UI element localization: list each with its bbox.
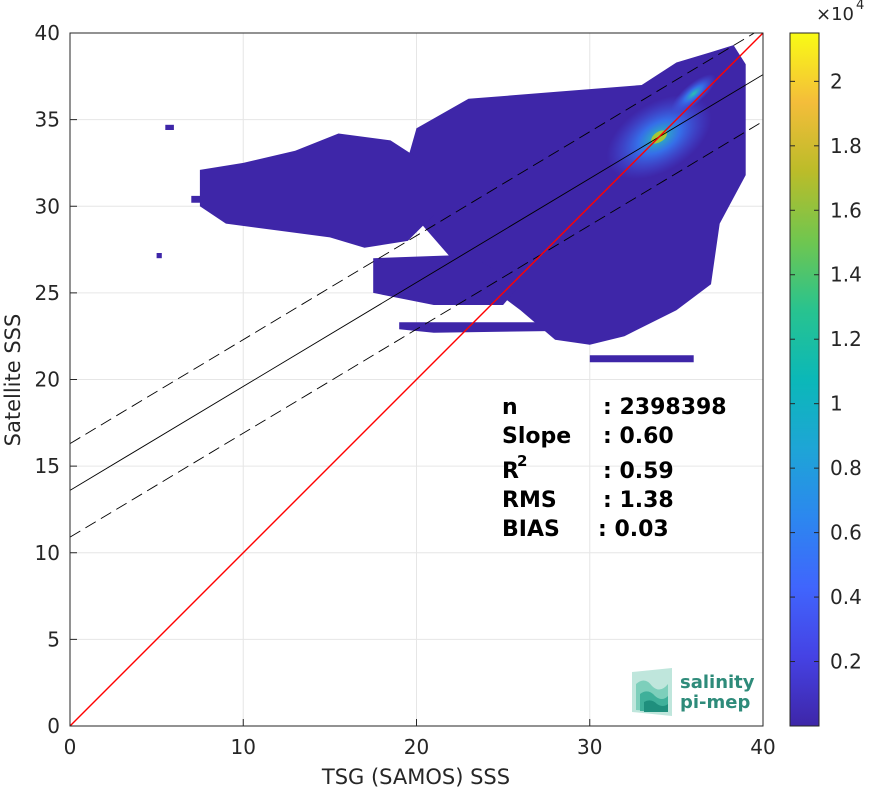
x-axis-label: TSG (SAMOS) SSS	[321, 765, 510, 789]
density-speck	[165, 124, 174, 130]
stat-slope-value: : 0.60	[603, 424, 674, 449]
stat-rms-value: : 1.38	[603, 488, 674, 513]
x-tick-label: 20	[404, 735, 429, 759]
y-tick-label: 30	[35, 194, 60, 218]
stat-slope-label: Slope	[502, 424, 571, 449]
density-hotspot	[671, 74, 717, 114]
y-tick-label: 40	[35, 21, 60, 45]
colorbar-ticks: 0.2 0.4 0.6 0.8 1 1.2 1.4 1.6 1.8 2	[790, 69, 862, 674]
colorbar-multiplier: ×10	[816, 4, 854, 25]
y-tick-label: 25	[35, 281, 60, 305]
x-tick-label: 0	[64, 735, 77, 759]
x-tick-label: 30	[577, 735, 602, 759]
y-tick-label: 35	[35, 108, 60, 132]
y-tick-label: 10	[35, 541, 60, 565]
identity-line	[70, 33, 763, 726]
fit-upper-bound-line	[70, 33, 756, 444]
x-tick-label: 10	[231, 735, 256, 759]
stats-box: n : 2398398 Slope : 0.60 R 2 : 0.59 RMS …	[502, 395, 727, 542]
colorbar-tick-label: 1.4	[830, 263, 862, 287]
stat-r2-label: R	[502, 459, 519, 484]
colorbar-exponent: 4	[856, 0, 864, 13]
salinity-pi-mep-logo: salinity pi-mep	[632, 668, 755, 716]
density-strip-region	[399, 322, 556, 333]
y-tick-label: 0	[47, 714, 60, 738]
density-speck	[589, 355, 694, 363]
stat-bias-label: BIAS	[502, 517, 560, 542]
density-left-region	[199, 133, 434, 248]
fit-line	[70, 74, 763, 491]
density-speck	[156, 253, 162, 259]
wave-logo-icon	[632, 668, 672, 716]
stat-r2-exponent: 2	[517, 452, 527, 470]
regression-lines	[70, 33, 763, 726]
logo-line1: salinity	[680, 672, 755, 693]
logo-line2: pi-mep	[680, 692, 750, 713]
x-axis-ticks: 0 10 20 30 40	[64, 719, 776, 759]
y-axis-ticks: 0 5 10 15 20 25 30 35 40	[35, 21, 77, 738]
stat-rms-label: RMS	[502, 488, 557, 513]
x-tick-label: 40	[750, 735, 775, 759]
colorbar-tick-label: 1.2	[830, 327, 862, 351]
colorbar-tick-label: 0.4	[830, 585, 862, 609]
colorbar-tick-label: 2	[830, 69, 843, 93]
colorbar-tick-label: 1.6	[830, 198, 862, 222]
colorbar-tick-label: 0.2	[830, 650, 862, 674]
density-speck	[191, 195, 226, 203]
stat-n-value: : 2398398	[603, 395, 727, 420]
stat-bias-value: : 0.03	[598, 517, 669, 542]
colorbar-tick-label: 0.6	[830, 521, 862, 545]
y-tick-label: 20	[35, 368, 60, 392]
colorbar	[789, 32, 820, 727]
stat-r2-value: : 0.59	[603, 459, 674, 484]
y-tick-label: 5	[47, 627, 60, 651]
stat-n-label: n	[502, 395, 518, 420]
colorbar-tick-label: 0.8	[830, 456, 862, 480]
y-axis-label: Satellite SSS	[1, 314, 25, 447]
y-tick-label: 15	[35, 454, 60, 478]
colorbar-tick-label: 1.8	[830, 134, 862, 158]
fit-lower-bound-line	[70, 120, 763, 538]
colorbar-tick-label: 1	[830, 392, 843, 416]
density-left-lower-region	[373, 254, 521, 305]
